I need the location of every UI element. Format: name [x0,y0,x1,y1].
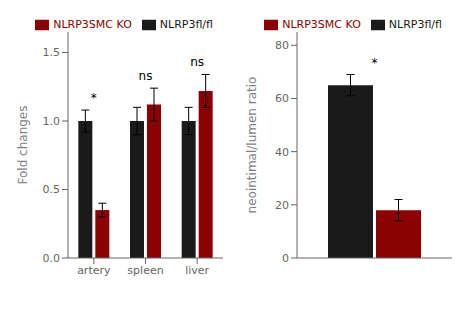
svg-text:40: 40 [275,146,289,159]
svg-text:ns: ns [190,55,204,69]
svg-text:1.5: 1.5 [43,46,61,59]
svg-text:0: 0 [282,252,289,265]
html-text:NLRP3SMC KO: NLRP3SMC KO [53,18,132,31]
svg-text:artery: artery [77,264,111,277]
svg-text:*: * [372,56,378,70]
svg-text:*: * [91,91,97,105]
svg-text:0.0: 0.0 [43,252,61,265]
svg-text:60: 60 [275,92,289,105]
svg-text:20: 20 [275,199,289,212]
svg-text:spleen: spleen [127,264,163,277]
svg-text:ns: ns [139,69,153,83]
svg-text:1.0: 1.0 [43,115,61,128]
html-text:NLRP3fl/fl: NLRP3fl/fl [159,18,213,31]
svg-text:neointimal/lumen ratio: neointimal/lumen ratio [245,77,259,214]
html-text:NLRP3SMC KO: NLRP3SMC KO [282,18,361,31]
svg-text:80: 80 [275,39,289,52]
svg-text:liver: liver [185,264,209,277]
svg-text:0.5: 0.5 [43,183,61,196]
svg-text:Fold changes: Fold changes [16,106,30,185]
html-text:NLRP3fl/fl: NLRP3fl/fl [388,18,442,31]
